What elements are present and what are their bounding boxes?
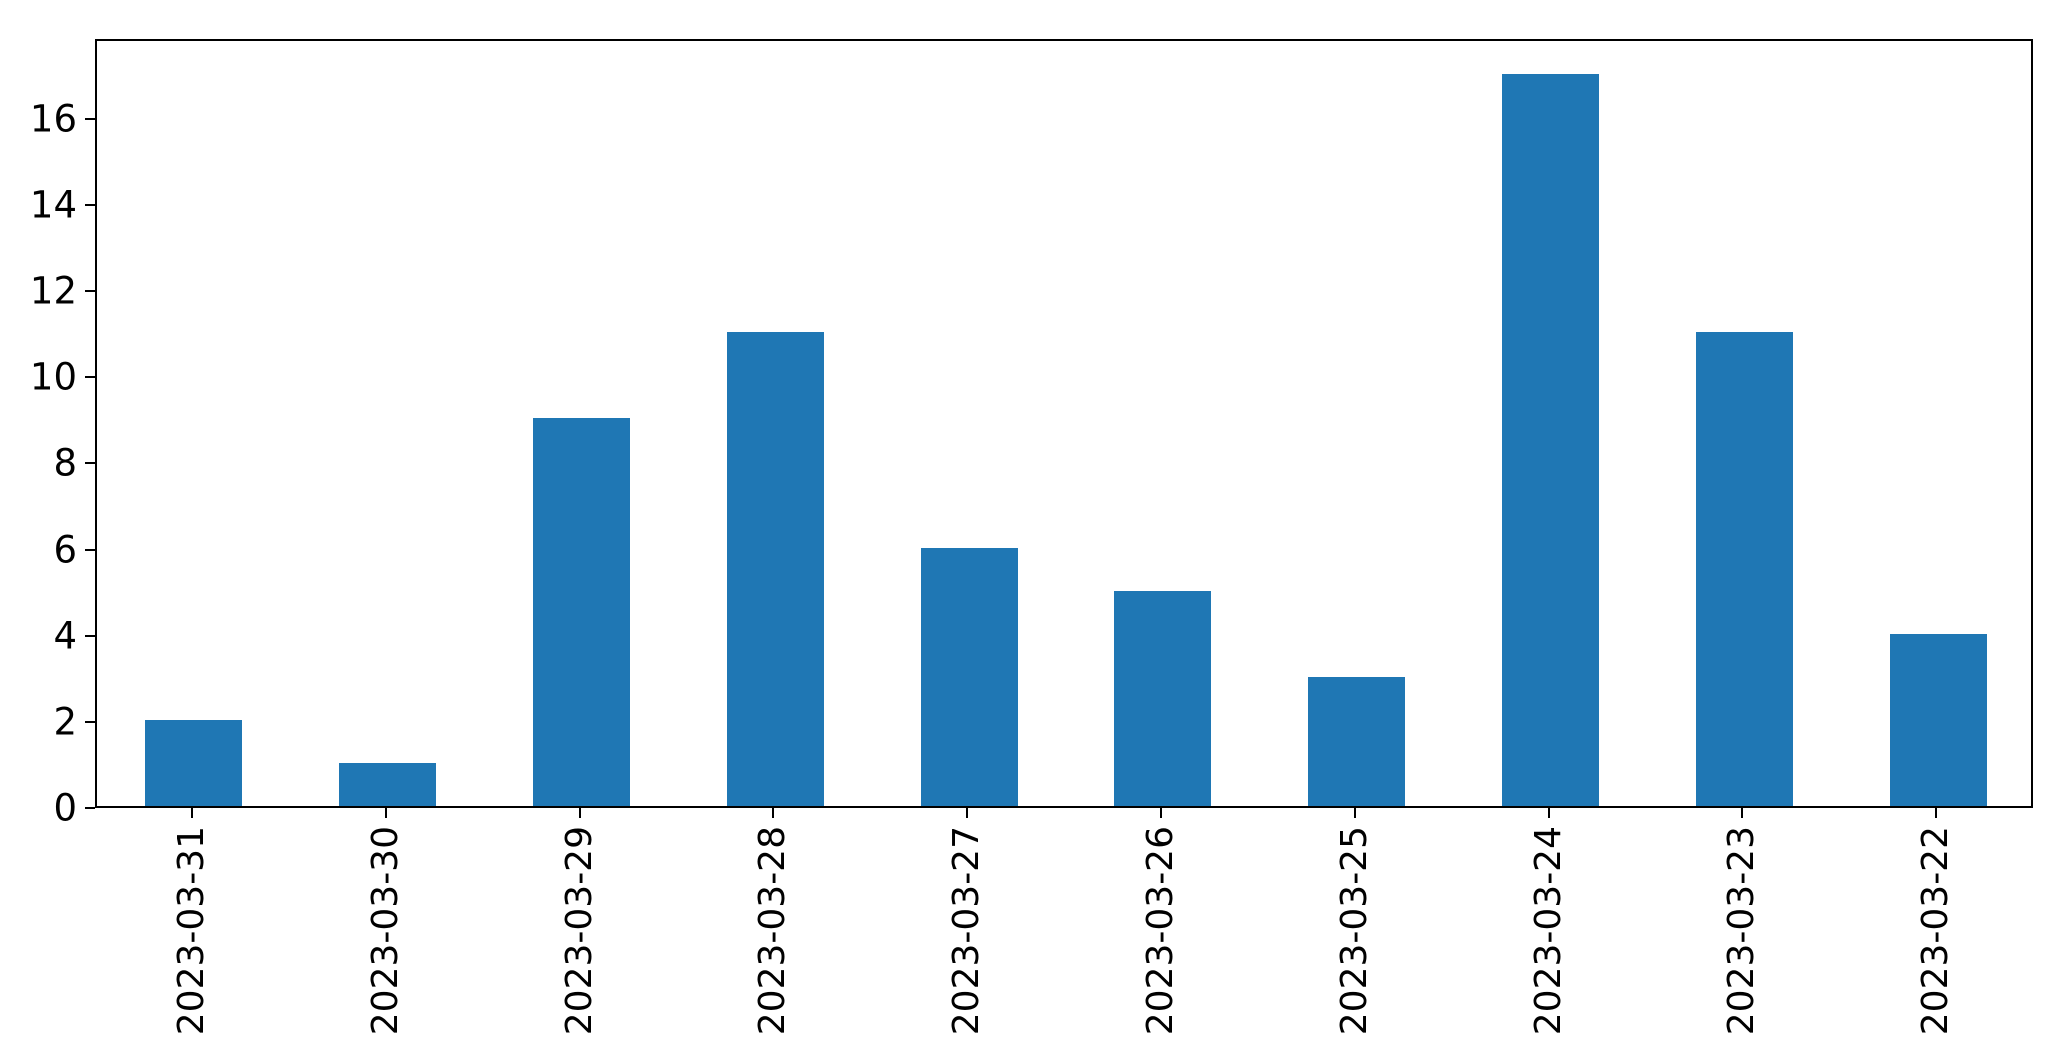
x-tick-label: 2023-03-28 bbox=[752, 826, 794, 1036]
bar-2023-03-22 bbox=[1889, 633, 1987, 806]
x-tick-mark bbox=[190, 808, 193, 818]
bar-2023-03-28 bbox=[726, 332, 824, 806]
y-tick-mark bbox=[85, 548, 95, 551]
x-tick-mark bbox=[1159, 808, 1162, 818]
plot-area bbox=[95, 39, 2033, 808]
y-tick-mark bbox=[85, 117, 95, 120]
x-tick-label: 2023-03-30 bbox=[364, 826, 406, 1036]
y-tick-label: 4 bbox=[53, 614, 77, 658]
x-tick-mark bbox=[1547, 808, 1550, 818]
bar-2023-03-26 bbox=[1114, 590, 1212, 806]
x-tick-label: 2023-03-24 bbox=[1527, 826, 1569, 1036]
x-tick-label: 2023-03-25 bbox=[1333, 826, 1375, 1036]
y-tick-label: 6 bbox=[53, 528, 77, 571]
bar-2023-03-31 bbox=[145, 719, 243, 806]
bar-2023-03-23 bbox=[1695, 332, 1793, 806]
bar-2023-03-25 bbox=[1308, 676, 1406, 806]
y-tick-mark bbox=[85, 462, 95, 465]
x-tick-label: 2023-03-26 bbox=[1139, 826, 1181, 1036]
x-tick-label: 2023-03-29 bbox=[558, 826, 600, 1036]
y-tick-label: 14 bbox=[29, 183, 77, 227]
y-tick-label: 12 bbox=[29, 269, 77, 313]
y-tick-label: 2 bbox=[53, 700, 77, 744]
y-tick-mark bbox=[85, 720, 95, 723]
y-tick-mark bbox=[85, 807, 95, 809]
bar-2023-03-29 bbox=[533, 418, 630, 806]
x-tick-label: 2023-03-22 bbox=[1915, 826, 1957, 1036]
bar-2023-03-27 bbox=[920, 547, 1018, 806]
x-tick-mark bbox=[578, 808, 581, 818]
x-tick-mark bbox=[1935, 808, 1938, 818]
y-tick-label: 10 bbox=[29, 355, 77, 399]
x-tick-mark bbox=[384, 808, 387, 818]
y-tick-label: 0 bbox=[53, 786, 77, 830]
y-tick-label: 16 bbox=[29, 97, 77, 141]
x-tick-mark bbox=[1741, 808, 1744, 818]
x-tick-mark bbox=[966, 808, 969, 818]
x-tick-mark bbox=[1353, 808, 1356, 818]
y-tick-mark bbox=[85, 376, 95, 379]
y-tick-mark bbox=[85, 203, 95, 206]
y-tick-label: 8 bbox=[53, 441, 77, 485]
x-tick-label: 2023-03-31 bbox=[170, 826, 212, 1036]
x-tick-label: 2023-03-27 bbox=[946, 826, 988, 1036]
x-tick-mark bbox=[772, 808, 775, 818]
x-tick-label: 2023-03-23 bbox=[1721, 826, 1763, 1036]
bar-2023-03-30 bbox=[339, 762, 437, 806]
y-tick-mark bbox=[85, 290, 95, 293]
bar-2023-03-24 bbox=[1502, 73, 1599, 806]
y-tick-mark bbox=[85, 634, 95, 637]
